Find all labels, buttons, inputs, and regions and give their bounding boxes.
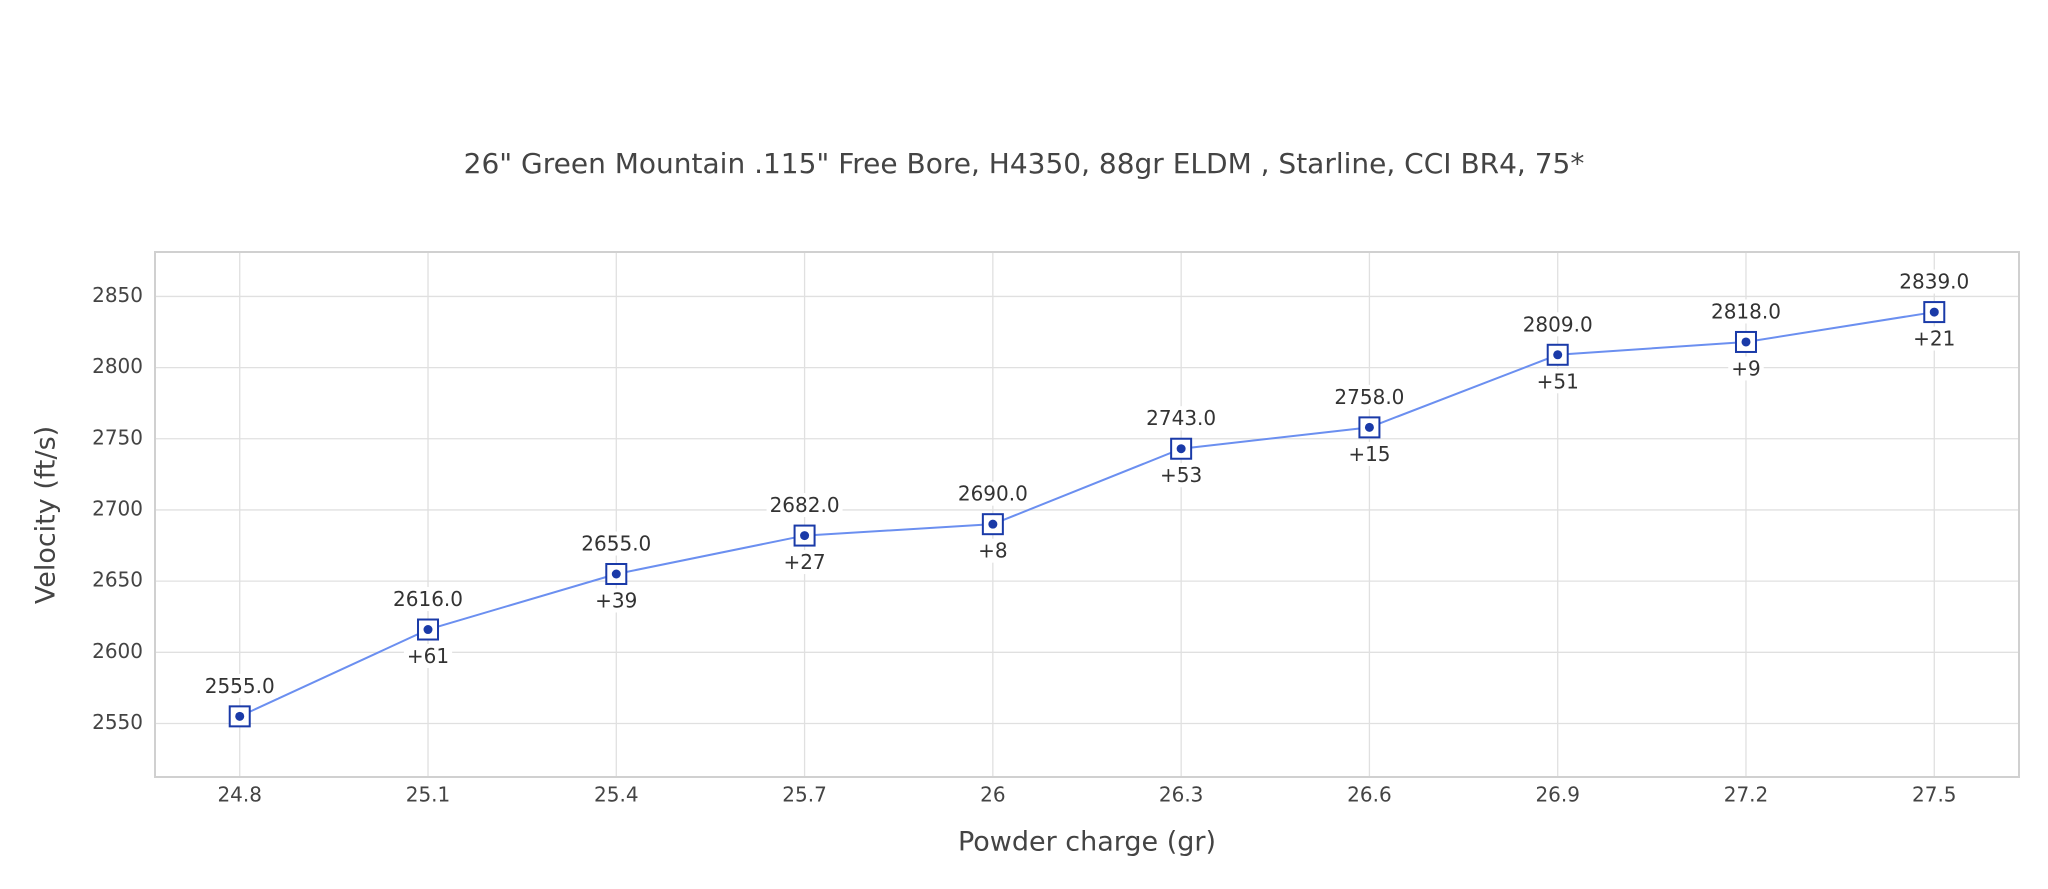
label-bg [403, 644, 453, 669]
label-bg [1345, 441, 1394, 466]
x-tick-label: 25.4 [594, 783, 639, 807]
value-label: 2682.0 [770, 493, 840, 517]
delta-label: +61 [407, 644, 449, 668]
value-label: 2555.0 [205, 674, 275, 698]
y-tick-label: 2850 [92, 283, 143, 307]
x-tick-label: 25.7 [782, 783, 827, 807]
y-tick-label: 2800 [92, 354, 143, 378]
marker-dot [1364, 422, 1374, 432]
label-bg [1519, 312, 1596, 337]
x-tick-label: 26.9 [1535, 783, 1580, 807]
y-tick-label: 2700 [92, 496, 143, 520]
label-bg [954, 481, 1031, 506]
delta-label: +15 [1348, 442, 1390, 466]
label-bg [1157, 463, 1206, 488]
label-bg [390, 587, 467, 612]
marker-dot [423, 625, 433, 635]
delta-label: +27 [783, 550, 825, 574]
value-label: 2809.0 [1523, 312, 1593, 336]
x-tick-label: 26.6 [1347, 783, 1392, 807]
y-tick-label: 2550 [92, 710, 143, 734]
value-label: 2743.0 [1146, 406, 1216, 430]
value-label: 2818.0 [1711, 299, 1781, 323]
label-bg [780, 550, 829, 575]
label-bg [1533, 369, 1582, 394]
delta-label: +9 [1731, 356, 1760, 380]
value-label: 2655.0 [581, 532, 651, 556]
marker-dot [988, 519, 998, 529]
delta-label: +8 [978, 539, 1007, 563]
label-bg [592, 588, 641, 613]
label-bg [766, 493, 843, 518]
marker-dot [1741, 337, 1751, 347]
y-axis-label: Velocity (ft/s) [31, 426, 62, 604]
x-tick-label: 24.8 [217, 783, 262, 807]
y-tick-label: 2600 [92, 639, 143, 663]
marker-dot [1929, 307, 1939, 317]
label-bg [1910, 326, 1959, 351]
x-axis-label: Powder charge (gr) [958, 827, 1216, 858]
delta-label: +39 [595, 589, 637, 613]
marker-dot [800, 531, 810, 541]
label-bg [1143, 406, 1220, 431]
plot-frame [154, 251, 2020, 778]
value-label: 2690.0 [958, 482, 1028, 506]
delta-label: +53 [1160, 463, 1202, 487]
value-label: 2616.0 [393, 587, 463, 611]
label-bg [1896, 269, 1973, 294]
marker-dot [1553, 350, 1563, 360]
value-label: 2758.0 [1334, 385, 1404, 409]
grid [155, 252, 2019, 777]
value-label: 2839.0 [1899, 270, 1969, 294]
marker-dot [1176, 444, 1186, 454]
delta-label: +51 [1537, 369, 1579, 393]
x-tick-label: 27.2 [1724, 783, 1769, 807]
y-tick-label: 2750 [92, 425, 143, 449]
label-bg [1728, 356, 1764, 381]
x-tick-label: 26.3 [1159, 783, 1204, 807]
marker-dot [611, 569, 621, 579]
label-bg [975, 538, 1011, 563]
delta-label: +21 [1913, 327, 1955, 351]
label-bg [201, 673, 278, 698]
x-tick-label: 25.1 [406, 783, 451, 807]
series-line [239, 311, 1935, 718]
marker-dot [235, 711, 245, 721]
x-tick-label: 27.5 [1912, 783, 1957, 807]
chart-title: 26" Green Mountain .115" Free Bore, H435… [464, 147, 1585, 180]
label-bg [578, 531, 655, 556]
x-tick-label: 26 [980, 783, 1005, 807]
y-tick-label: 2650 [92, 568, 143, 592]
label-bg [1331, 384, 1408, 409]
label-bg [1707, 299, 1784, 324]
